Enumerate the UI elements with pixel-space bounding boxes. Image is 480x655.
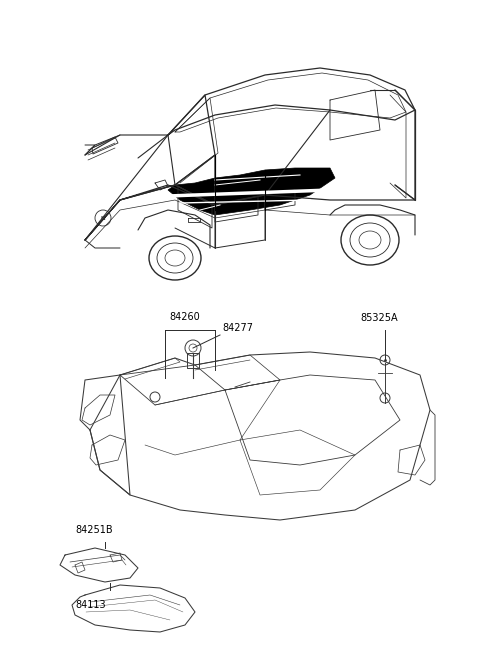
Text: 85325A: 85325A (360, 313, 397, 323)
Text: H: H (101, 215, 105, 221)
Text: 84251B: 84251B (75, 525, 113, 535)
Polygon shape (168, 168, 335, 215)
Text: 84113: 84113 (75, 600, 106, 610)
Text: 84277: 84277 (222, 323, 253, 333)
Text: 84260: 84260 (169, 312, 200, 322)
